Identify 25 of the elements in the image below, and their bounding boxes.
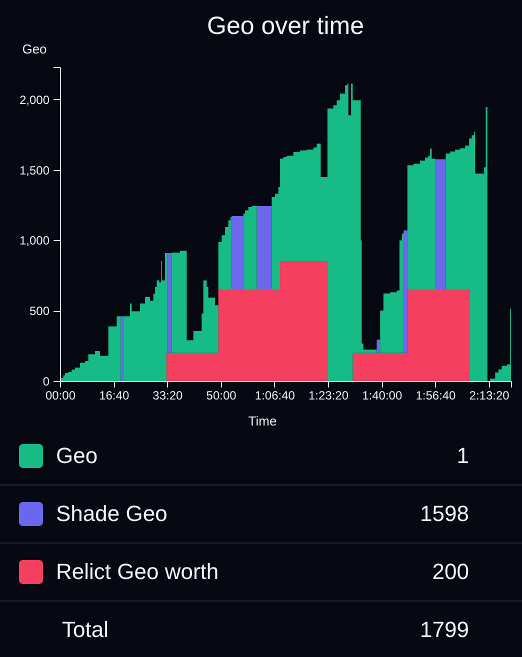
x-tick-label: 00:00: [45, 388, 76, 402]
text: 1598: [420, 501, 469, 526]
x-axis-title: Time: [248, 414, 277, 428]
text: 1: [456, 443, 469, 468]
x-tick-label: 1:23:20: [308, 388, 349, 402]
chart-title: Geo over time: [206, 12, 364, 40]
y-tick-label: 1,500: [19, 163, 50, 178]
y-tick-label: 500: [29, 304, 50, 318]
x-tick-label: 50:00: [206, 388, 237, 402]
y-axis-title: Geo: [22, 42, 47, 56]
legend-label: Geo: [56, 443, 98, 468]
x-tick-label: 16:40: [99, 388, 130, 402]
y-tick-label: 2,000: [19, 92, 50, 107]
x-tick-label: 1:06:40: [254, 388, 296, 402]
y-tick-label: 1,000: [19, 234, 50, 248]
text: 200: [432, 559, 469, 584]
x-tick-label: 33:20: [152, 388, 184, 402]
x-tick-label: 2:13:20: [469, 388, 510, 402]
text: Total: [62, 617, 108, 642]
legend-label: Shade Geo: [56, 501, 168, 526]
legend-label: Relict Geo worth: [56, 559, 219, 584]
x-tick-label: 1:56:40: [416, 388, 456, 402]
y-tick-label: 0: [42, 374, 50, 388]
text: 1799: [420, 617, 469, 642]
x-tick-label: 1:40:00: [362, 388, 402, 402]
